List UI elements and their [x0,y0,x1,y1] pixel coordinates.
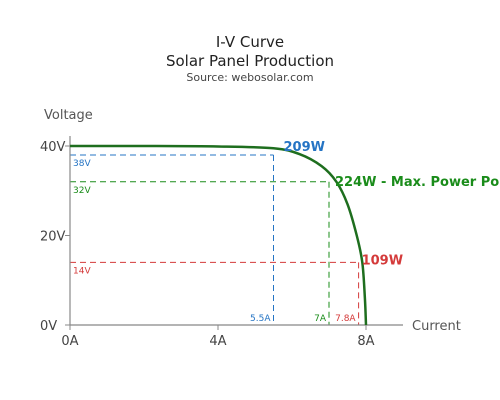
x-axis-title: Current [412,319,461,334]
curve-group [69,144,368,326]
voltage-label: 14V [73,266,91,276]
chart-title: I-V Curve [216,33,284,51]
x-tick-label: 4A [209,334,226,349]
current-label: 7A [314,314,327,324]
tick-labels: 0V 20V 40V 0A 4A 8A [40,140,375,349]
current-label: 7.8A [335,314,356,324]
power-label: 224W - Max. Power Point [335,175,500,190]
chart-source: Source: webosolar.com [186,71,313,84]
axes [69,136,403,326]
x-tick-label: 8A [357,334,374,349]
power-label: 209W [284,140,325,155]
y-tick-label: 0V [40,319,57,334]
y-tick-label: 20V [40,230,66,245]
voltage-label: 32V [73,186,91,196]
y-tick-label: 40V [40,140,66,155]
guide-lines [70,154,360,325]
current-label: 5.5A [250,314,271,324]
voltage-label: 38V [73,159,91,169]
point-labels: 38V 5.5A 32V 7A 14V 7.8A 209W 224W - Max. Power… [73,140,500,324]
chart-subtitle: Solar Panel Production [166,52,334,70]
iv-curve-line [69,144,368,326]
x-tick-label: 0A [61,334,78,349]
y-axis-title: Voltage [44,108,93,123]
power-label: 109W [362,253,403,268]
